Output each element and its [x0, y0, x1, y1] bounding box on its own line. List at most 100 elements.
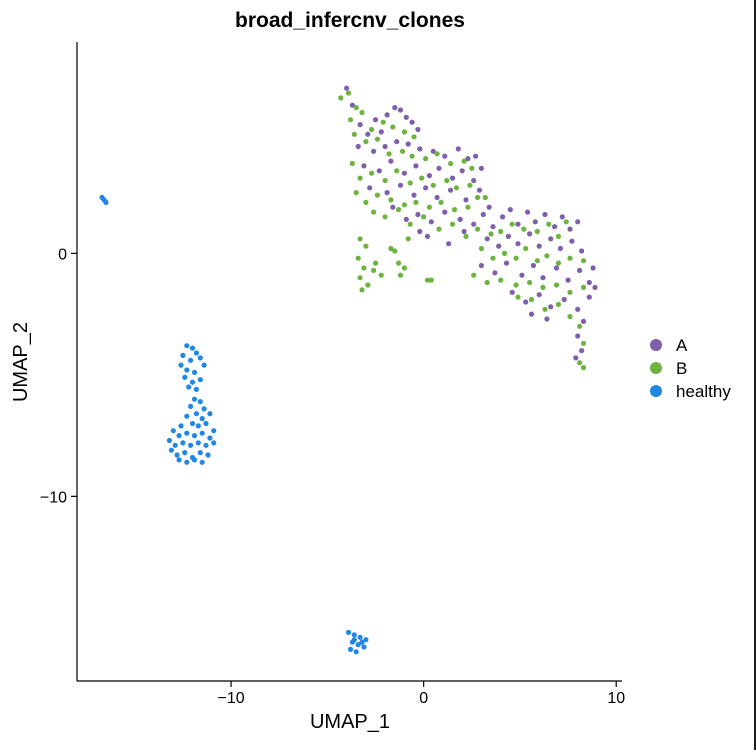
data-point-A-3 — [365, 131, 371, 137]
data-point-A-32 — [471, 177, 477, 184]
data-point-A-82 — [565, 277, 571, 283]
data-point-A-43 — [486, 204, 492, 210]
data-point-A-11 — [415, 126, 421, 133]
data-point-B-11 — [363, 139, 369, 145]
data-point-A-48 — [471, 221, 477, 227]
data-point-healthy-42 — [203, 442, 209, 448]
data-point-B-69 — [567, 255, 573, 261]
data-point-B-2 — [353, 105, 359, 111]
data-point-B-92 — [361, 265, 367, 271]
data-point-healthy-34 — [199, 430, 205, 436]
data-point-B-33 — [353, 190, 359, 196]
data-point-A-14 — [382, 143, 388, 150]
legend-label-healthy: healthy — [676, 382, 731, 401]
data-point-B-32 — [475, 194, 481, 201]
data-point-A-92 — [592, 284, 598, 290]
data-point-B-101 — [397, 272, 404, 278]
data-point-healthy-52 — [191, 457, 198, 463]
data-point-A-86 — [523, 299, 529, 305]
data-point-B-16 — [423, 156, 429, 162]
data-point-B-58 — [546, 221, 552, 227]
data-point-B-65 — [523, 245, 529, 252]
data-point-B-79 — [580, 284, 587, 290]
data-point-B-74 — [513, 282, 519, 288]
data-point-A-67 — [548, 236, 554, 242]
data-point-B-26 — [407, 180, 413, 186]
data-point-A-30 — [449, 175, 456, 181]
data-point-A-90 — [575, 306, 581, 312]
data-point-healthy-6 — [180, 352, 186, 358]
data-point-B-37 — [401, 202, 407, 208]
data-point-A-39 — [434, 194, 440, 201]
data-point-healthy-36 — [211, 428, 217, 434]
data-point-healthy-41 — [195, 440, 201, 446]
data-point-B-28 — [430, 182, 436, 188]
data-point-B-35 — [374, 192, 380, 198]
data-point-A-44 — [415, 211, 421, 218]
data-point-healthy-24 — [199, 416, 205, 422]
data-point-B-39 — [426, 204, 432, 210]
data-point-A-96 — [573, 355, 579, 361]
legend-key-B — [650, 362, 662, 374]
data-point-healthy-62 — [361, 644, 367, 650]
data-point-B-60 — [563, 219, 569, 225]
data-point-B-5 — [369, 126, 375, 133]
data-point-healthy-32 — [184, 430, 190, 436]
data-point-B-46 — [396, 207, 402, 213]
data-point-B-86 — [580, 340, 587, 346]
data-point-B-103 — [428, 277, 434, 283]
data-point-A-41 — [463, 197, 469, 203]
data-point-healthy-59 — [355, 642, 361, 648]
data-point-A-40 — [448, 187, 454, 193]
data-point-A-53 — [515, 221, 521, 227]
data-point-A-76 — [492, 270, 498, 276]
data-point-A-28 — [426, 173, 432, 179]
data-point-B-50 — [449, 221, 456, 227]
data-point-A-42 — [476, 187, 483, 193]
data-point-A-37 — [411, 192, 417, 198]
chart-title: broad_infercnv_clones — [235, 9, 465, 32]
data-point-A-95 — [579, 348, 585, 354]
data-point-B-9 — [411, 134, 417, 140]
data-point-A-25 — [388, 158, 394, 164]
data-point-A-93 — [580, 318, 587, 324]
data-point-B-42 — [465, 204, 471, 210]
data-point-healthy-49 — [205, 452, 211, 458]
x-tick-label: 10 — [607, 690, 625, 707]
data-point-healthy-57 — [363, 637, 369, 643]
y-tick-label: 0 — [58, 246, 67, 263]
data-point-B-34 — [363, 199, 369, 205]
data-point-B-67 — [544, 253, 550, 259]
data-point-healthy-35 — [207, 435, 213, 441]
data-point-A-68 — [557, 245, 564, 252]
data-point-A-35 — [384, 190, 390, 196]
points-layer — [99, 85, 598, 655]
data-point-healthy-45 — [174, 452, 180, 458]
data-point-B-95 — [359, 287, 365, 293]
data-point-B-4 — [359, 109, 365, 116]
data-point-A-85 — [509, 289, 515, 295]
data-point-B-104 — [388, 245, 394, 252]
data-point-healthy-13 — [182, 374, 188, 380]
data-point-A-13 — [371, 148, 377, 154]
data-point-healthy-55 — [351, 632, 357, 638]
data-point-B-99 — [396, 260, 402, 266]
data-point-A-87 — [536, 292, 542, 298]
data-point-A-15 — [394, 139, 400, 145]
data-point-B-72 — [484, 279, 490, 286]
data-point-B-7 — [390, 124, 396, 130]
data-point-A-20 — [455, 146, 461, 152]
data-point-A-59 — [567, 226, 573, 232]
window-edge — [754, 0, 756, 750]
data-point-B-20 — [469, 165, 475, 171]
data-point-A-6 — [384, 112, 390, 118]
data-point-B-87 — [577, 360, 583, 366]
data-point-B-1 — [345, 90, 352, 96]
data-point-A-19 — [442, 153, 448, 159]
data-point-A-23 — [361, 163, 367, 169]
data-point-healthy-9 — [178, 362, 184, 368]
data-point-B-55 — [509, 221, 515, 227]
data-point-healthy-3 — [184, 343, 190, 349]
